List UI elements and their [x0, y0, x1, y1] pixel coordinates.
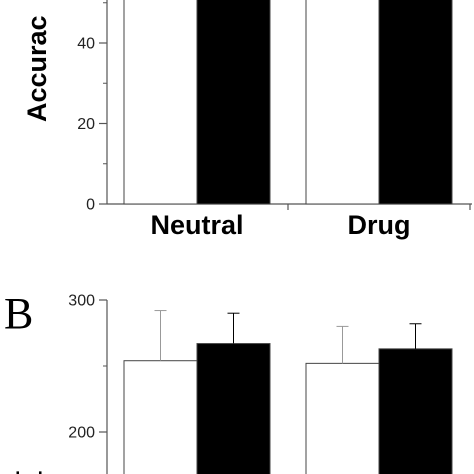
panel-b-chart: 200 300 — [68, 293, 453, 474]
panel-b-bar-series1-cat1 — [378, 348, 453, 474]
panel-a-chart: 0 20 40 — [77, 0, 472, 214]
panel-a-category-label-neutral: Neutral — [150, 210, 243, 240]
panel-a-y-tick-label-0: 0 — [86, 197, 95, 214]
panel-a: Accurac 0 20 40 Neutral Drug — [22, 0, 472, 240]
panel-a-y-axis-label: Accurac — [22, 15, 52, 122]
panel-b-bar-series0-cat0 — [123, 360, 198, 474]
panel-b-y-tick-label-200: 200 — [68, 425, 95, 442]
panel-a-bar-series1-cat1 — [378, 0, 453, 205]
panel-b: B 200 300 [ — [4, 289, 453, 474]
panel-a-category-label-drug: Drug — [348, 210, 411, 240]
panel-b-bar-series1-cat0 — [196, 343, 271, 474]
panel-b-y-tick-label-300: 300 — [68, 293, 95, 310]
panel-b-letter: B — [4, 289, 33, 338]
panel-a-bar-series1-cat0 — [196, 0, 271, 205]
panel-b-bar-series0-cat1 — [305, 362, 380, 474]
panel-b-y-axis-label-fragment: [ — [12, 471, 42, 474]
panel-a-bar-series0-cat0 — [123, 0, 198, 205]
panel-a-bar-series0-cat1 — [305, 0, 380, 205]
panel-a-y-tick-label-20: 20 — [77, 116, 95, 133]
panel-a-y-tick-label-40: 40 — [77, 36, 95, 53]
